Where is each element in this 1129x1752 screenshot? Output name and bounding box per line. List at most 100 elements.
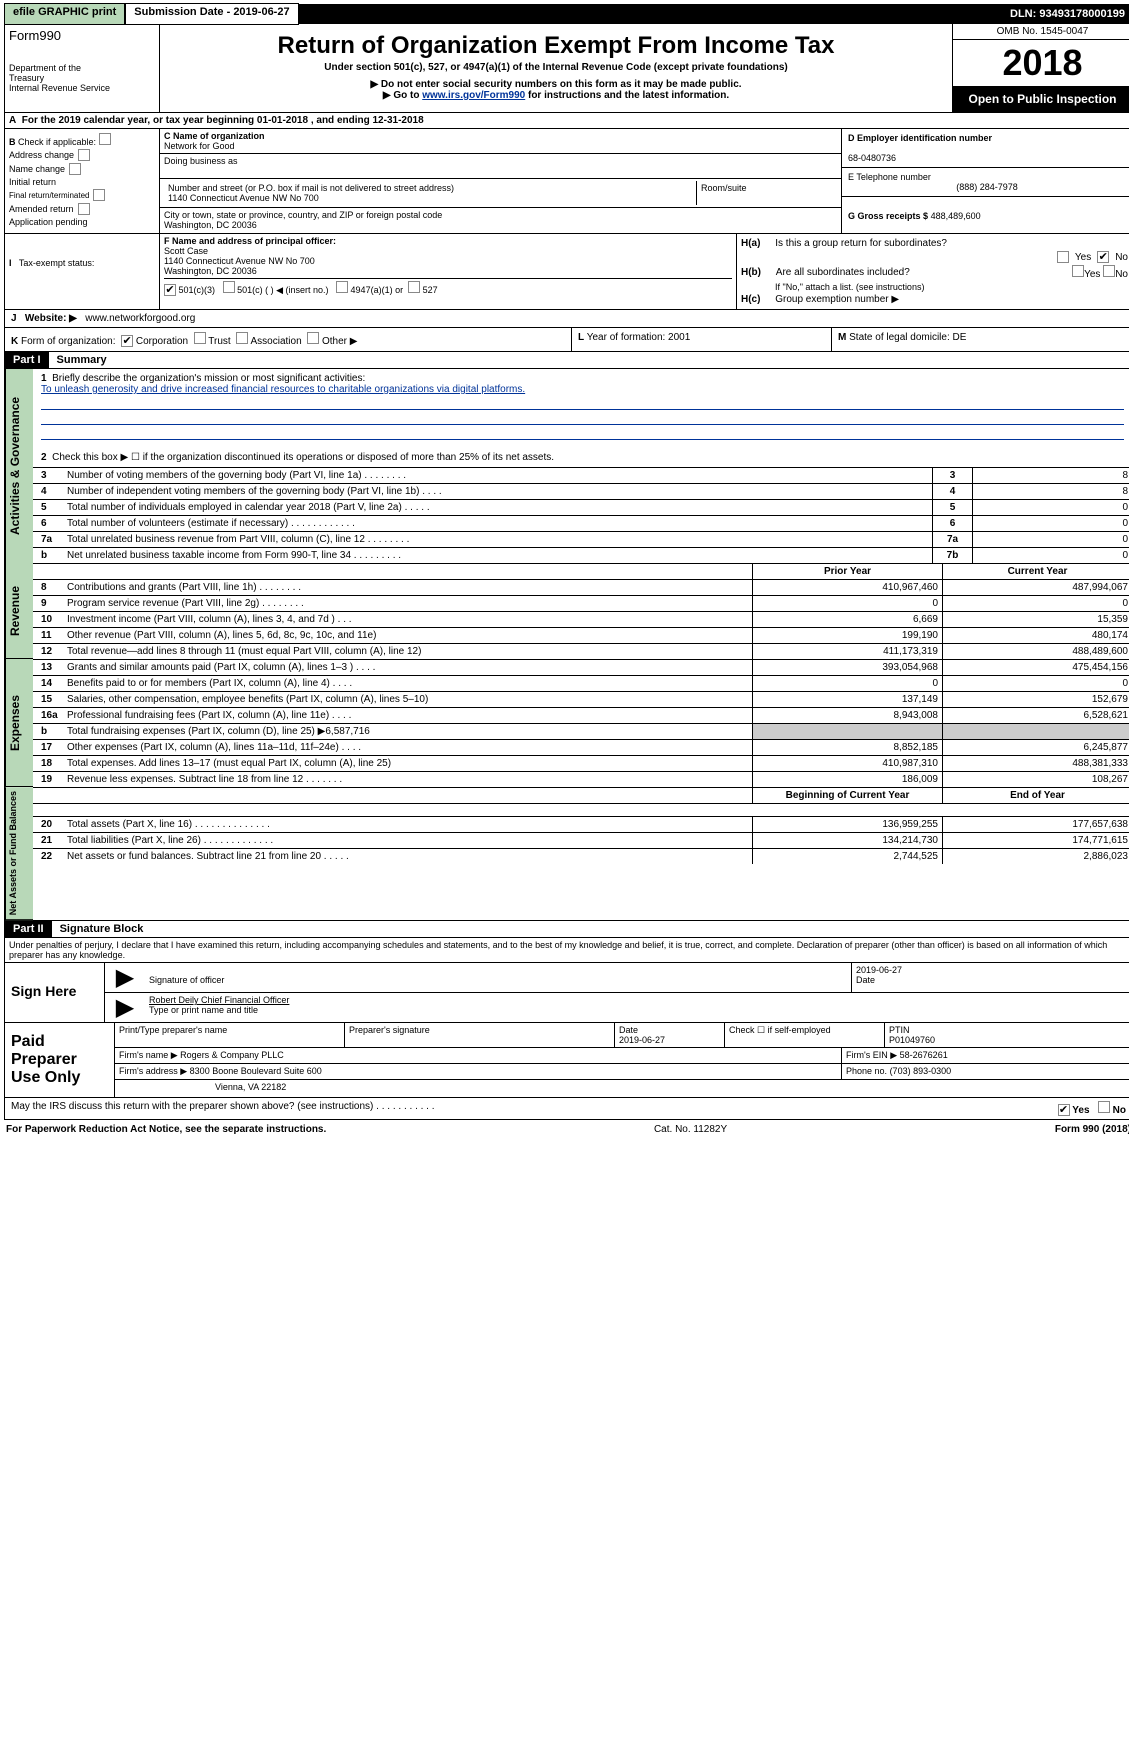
ha-text: Is this a group return for subordinates? — [775, 238, 947, 249]
dept-1: Department of the — [9, 63, 81, 73]
cb-corp[interactable]: ✔ — [121, 335, 133, 347]
cb-discuss-no[interactable] — [1098, 1101, 1110, 1113]
paid-row-1: Print/Type preparer's name Preparer's si… — [115, 1023, 1129, 1048]
check-applicable: Check if applicable: — [18, 137, 96, 147]
cb-applicable[interactable] — [99, 133, 111, 145]
summary-table: Activities & Governance 1 Briefly descri… — [4, 369, 1129, 921]
firm-phone: (703) 893-0300 — [890, 1066, 952, 1076]
gross-value: 488,489,600 — [931, 211, 981, 221]
summary-line-13: 13Grants and similar amounts paid (Part … — [33, 659, 1129, 675]
note-2: ▶ Go to www.irs.gov/Form990 for instruct… — [170, 90, 942, 101]
ul-1 — [41, 395, 1124, 410]
cb-ha-yes[interactable] — [1057, 251, 1069, 263]
ha-yes: Yes — [1075, 252, 1091, 263]
cb-address[interactable] — [78, 149, 90, 161]
city-value: Washington, DC 20036 — [164, 220, 257, 230]
col-m: M State of legal domicile: DE — [832, 328, 1129, 351]
cb-final[interactable] — [93, 189, 105, 201]
hb-label: H(b) — [741, 267, 761, 278]
row-a-text: For the 2019 calendar year, or tax year … — [22, 115, 308, 126]
phone-value: (888) 284-7978 — [848, 182, 1126, 192]
cb-row-address: Address change — [9, 149, 155, 161]
street-value: 1140 Connecticut Avenue NW No 700 — [168, 193, 319, 203]
line-2: 2 Check this box ▶ ☐ if the organization… — [33, 444, 1129, 467]
cb-final-label: Final return/terminated — [9, 191, 89, 200]
col-d: D Employer identification number 68-0480… — [842, 129, 1129, 233]
dept-2: Treasury — [9, 73, 44, 83]
cb-501c[interactable] — [223, 281, 235, 293]
label-b: B — [9, 137, 16, 147]
prep-sig-label: Preparer's signature — [349, 1025, 430, 1035]
cb-amended[interactable] — [78, 203, 90, 215]
firm-ein-label: Firm's EIN ▶ — [846, 1050, 897, 1060]
summary-line-17: 17Other expenses (Part IX, column (A), l… — [33, 739, 1129, 755]
row-i-left: I Tax-exempt status: — [5, 234, 160, 309]
line2-text: Check this box ▶ ☐ if the organization d… — [52, 452, 554, 463]
cb-row-amended: Amended return — [9, 203, 155, 215]
cb-name[interactable] — [69, 163, 81, 175]
summary-line-15: 15Salaries, other compensation, employee… — [33, 691, 1129, 707]
paid-row-4: Vienna, VA 22182 — [115, 1080, 1129, 1094]
cell-street: Number and street (or P.O. box if mail i… — [160, 179, 841, 208]
boc-header: Beginning of Current Year — [752, 788, 942, 803]
na-body: Beginning of Current Year End of Year 20… — [33, 787, 1129, 920]
cb-hb-no[interactable] — [1103, 265, 1115, 277]
label-m: M — [838, 332, 846, 343]
form-header: Form990 Department of the Treasury Inter… — [4, 24, 1129, 113]
col-k: K Form of organization: ✔ Corporation Tr… — [5, 328, 572, 351]
cb-discuss-yes[interactable]: ✔ — [1058, 1104, 1070, 1116]
row-klm: K Form of organization: ✔ Corporation Tr… — [4, 328, 1129, 352]
label-f: F Name and address of principal officer: — [164, 236, 336, 246]
opt-trust: Trust — [208, 336, 230, 347]
cb-hb-yes[interactable] — [1072, 265, 1084, 277]
cy-header: Current Year — [942, 564, 1129, 579]
firm-ein: 58-2676261 — [900, 1050, 948, 1060]
ha-label: H(a) — [741, 238, 760, 249]
row-a: A For the 2019 calendar year, or tax yea… — [4, 113, 1129, 129]
summary-line-b: bNet unrelated business taxable income f… — [33, 547, 1129, 563]
name-label: C Name of organization — [164, 131, 265, 141]
form-title: Return of Organization Exempt From Incom… — [170, 32, 942, 60]
discuss-no: No — [1113, 1105, 1126, 1116]
officer-addr2: Washington, DC 20036 — [164, 266, 257, 276]
summary-line-12: 12Total revenue—add lines 8 through 11 (… — [33, 643, 1129, 659]
ul-2 — [41, 410, 1124, 425]
sign-arrow-1: ▶ — [105, 963, 145, 992]
hb-yes: Yes — [1084, 269, 1100, 280]
cb-trust[interactable] — [194, 332, 206, 344]
ha-no: No — [1115, 252, 1128, 263]
paid-row-2: Firm's name ▶ Rogers & Company PLLC Firm… — [115, 1048, 1129, 1064]
part2-header: Part II — [5, 921, 52, 937]
form-subtitle: Under section 501(c), 527, or 4947(a)(1)… — [170, 62, 942, 73]
sig-name-cell: Robert Deily Chief Financial Officer Typ… — [145, 993, 1129, 1022]
summary-line-4: 4Number of independent voting members of… — [33, 483, 1129, 499]
summary-line-21: 21Total liabilities (Part X, line 26) . … — [33, 832, 1129, 848]
summary-line-10: 10Investment income (Part VIII, column (… — [33, 611, 1129, 627]
cb-row-initial: Initial return — [9, 177, 155, 187]
col-b: B Check if applicable: Address change Na… — [5, 129, 160, 233]
phone-label: E Telephone number — [848, 172, 931, 182]
cb-501c3[interactable]: ✔ — [164, 284, 176, 296]
col-f: F Name and address of principal officer:… — [160, 234, 737, 309]
line1-num: 1 — [41, 373, 47, 384]
line1-label: Briefly describe the organization's miss… — [52, 373, 365, 384]
sign-right: ▶ Signature of officer 2019-06-27Date ▶ … — [105, 963, 1129, 1022]
form-org-label: Form of organization: — [21, 336, 116, 347]
header-left: Form990 Department of the Treasury Inter… — [5, 24, 160, 112]
part1-title: Summary — [49, 354, 107, 366]
street-label: Number and street (or P.O. box if mail i… — [168, 183, 454, 193]
sig-date-cell: 2019-06-27Date — [852, 963, 1129, 992]
cb-ha-no[interactable]: ✔ — [1097, 251, 1109, 263]
cb-assoc[interactable] — [236, 332, 248, 344]
cb-4947[interactable] — [336, 281, 348, 293]
cb-other[interactable] — [307, 332, 319, 344]
instructions-link[interactable]: www.irs.gov/Form990 — [422, 90, 525, 101]
perjury-text: Under penalties of perjury, I declare th… — [4, 938, 1129, 963]
ul-3 — [41, 425, 1124, 440]
top-bar: efile GRAPHIC print Submission Date - 20… — [4, 4, 1129, 24]
vtab-expenses: Expenses — [5, 659, 33, 787]
efile-label[interactable]: efile GRAPHIC print — [4, 3, 125, 25]
cb-527[interactable] — [408, 281, 420, 293]
form-prefix: Form — [9, 28, 39, 43]
sig-date: 2019-06-27 — [856, 965, 902, 975]
